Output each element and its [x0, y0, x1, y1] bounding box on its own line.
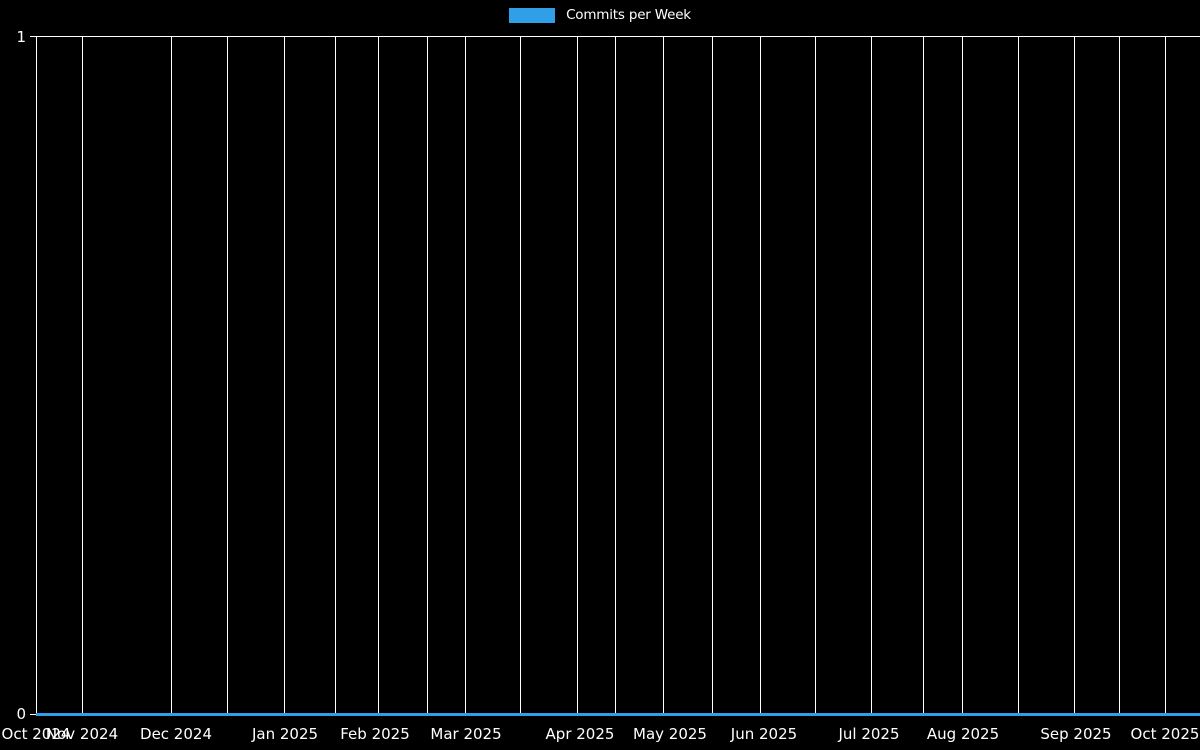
x-axis-label: Oct 2024 [1, 725, 71, 743]
gridline-vertical [663, 37, 664, 714]
gridline-vertical [923, 37, 924, 714]
y-axis-tick [30, 36, 36, 37]
gridline-vertical [335, 37, 336, 714]
legend-entry-commits-per-week[interactable]: Commits per Week [509, 7, 691, 23]
gridline-vertical [427, 37, 428, 714]
gridline-vertical [36, 37, 37, 714]
x-axis-label: Mar 2025 [430, 725, 502, 743]
gridline-vertical [1119, 37, 1120, 714]
y-axis-label-min: 0 [16, 705, 26, 723]
gridline-vertical [760, 37, 761, 714]
x-axis-label: Jan 2025 [251, 725, 319, 743]
gridline-vertical [465, 37, 466, 714]
chart-legend: Commits per Week [0, 0, 1200, 30]
x-axis-label: Oct 2025 [1130, 725, 1200, 743]
gridline-vertical [227, 37, 228, 714]
gridline-vertical [1165, 37, 1166, 714]
x-axis-label: Nov 2024 [45, 725, 119, 743]
gridline-vertical [815, 37, 816, 714]
legend-label: Commits per Week [566, 7, 691, 23]
x-axis-label: May 2025 [633, 725, 707, 743]
y-axis-label-max: 1 [16, 28, 26, 46]
x-axis-label: Apr 2025 [545, 725, 615, 743]
gridline-vertical [82, 37, 83, 714]
plot-area [36, 37, 1166, 714]
series-line-commits-per-week [36, 713, 1200, 716]
gridline-vertical [171, 37, 172, 714]
x-axis-label: Dec 2024 [140, 725, 212, 743]
gridline-vertical [871, 37, 872, 714]
x-axis-label: Feb 2025 [340, 725, 410, 743]
gridline-vertical [577, 37, 578, 714]
legend-color-swatch-icon [509, 7, 556, 23]
x-axis-label: Jul 2025 [838, 725, 900, 743]
gridline-vertical [615, 37, 616, 714]
gridline-vertical [962, 37, 963, 714]
gridline-vertical [520, 37, 521, 714]
gridline-vertical [712, 37, 713, 714]
y-axis-tick [30, 714, 36, 715]
gridline-vertical [1074, 37, 1075, 714]
plot-top-border [36, 36, 1200, 37]
x-axis-label: Aug 2025 [926, 725, 1000, 743]
gridline-vertical [1018, 37, 1019, 714]
x-axis-label: Sep 2025 [1040, 725, 1112, 743]
x-axis-label: Jun 2025 [730, 725, 798, 743]
gridline-vertical [284, 37, 285, 714]
gridline-vertical [378, 37, 379, 714]
